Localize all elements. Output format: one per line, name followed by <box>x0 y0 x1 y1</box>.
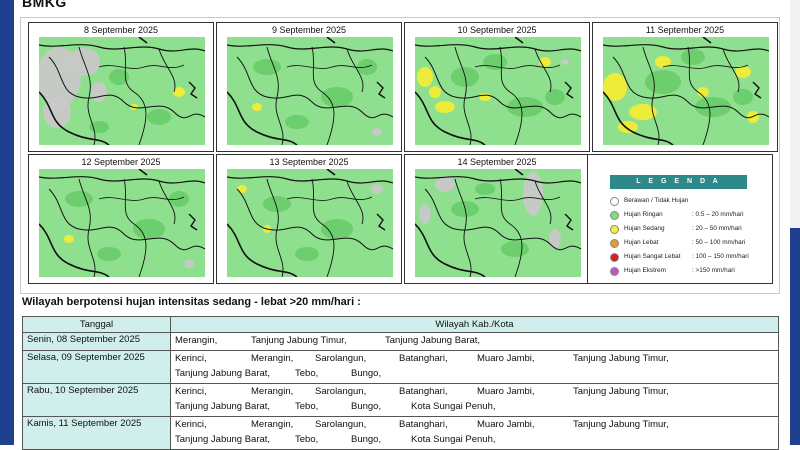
row-date: Senin, 08 September 2025 <box>22 332 171 351</box>
region-name: Sarolangun, <box>315 419 367 430</box>
row-date: Kamis, 11 September 2025 <box>22 416 171 450</box>
region-name: Kota Sungai Penuh, <box>411 401 496 412</box>
region-line: Tanjung Jabung Barat, Tebo, Bungo, Kota Sun… <box>175 433 774 448</box>
map-date-label: 9 September 2025 <box>271 25 347 35</box>
rainfall-map <box>415 169 581 277</box>
legend-range: : >150 mm/hari <box>692 267 735 274</box>
brand-label: BMKG <box>22 0 67 10</box>
legend-label: Hujan Lebat <box>624 239 659 246</box>
region-line: Merangin, Tanjung Jabung Timur, Tanjung Ja… <box>175 334 774 349</box>
region-name: Bungo, <box>351 368 382 379</box>
map-date-label: 11 September 2025 <box>645 25 725 35</box>
legend-swatch <box>610 197 619 206</box>
region-name: Merangin, <box>251 353 294 364</box>
region-name: Bungo, <box>351 401 382 412</box>
region-name: Muaro Jambi, <box>477 386 535 397</box>
region-name: Tanjung Jabung Barat, <box>175 368 271 379</box>
region-name: Tanjung Jabung Barat, <box>385 335 481 346</box>
region-name: Kerinci, <box>175 386 207 397</box>
forecast-map-panel: 8 September 2025 <box>28 22 214 152</box>
right-accent-stripe <box>790 228 800 445</box>
row-regions: Kerinci, Merangin, Sarolangun, Batanghari, M… <box>170 416 779 450</box>
legend-label: Berawan / Tidak Hujan <box>624 197 689 204</box>
region-name: Tanjung Jabung Timur, <box>573 353 669 364</box>
legend-swatch <box>610 211 619 220</box>
legend-swatch <box>610 225 619 234</box>
region-name: Batanghari, <box>399 419 448 430</box>
region-name: Muaro Jambi, <box>477 353 535 364</box>
region-name: Tanjung Jabung Timur, <box>251 335 347 346</box>
table-row: Kamis, 11 September 2025 Kerinci, Merangin… <box>22 416 779 450</box>
region-name: Batanghari, <box>399 386 448 397</box>
rainfall-map <box>39 169 205 277</box>
row-regions: Merangin, Tanjung Jabung Timur, Tanjung Ja… <box>170 332 779 351</box>
region-name: Sarolangun, <box>315 353 367 364</box>
region-name: Tanjung Jabung Timur, <box>573 386 669 397</box>
rainfall-map <box>415 37 581 145</box>
region-name: Merangin, <box>251 386 294 397</box>
map-date-label: 13 September 2025 <box>269 157 349 167</box>
row-regions: Kerinci, Merangin, Sarolangun, Batanghari, M… <box>170 350 779 384</box>
region-name: Merangin, <box>175 335 218 346</box>
legend-label: Hujan Ekstrem <box>624 267 666 274</box>
table-row: Rabu, 10 September 2025 Kerinci, Merangin,… <box>22 383 779 417</box>
forecast-map-panel: 12 September 2025 <box>28 154 214 284</box>
rainfall-map <box>39 37 205 145</box>
region-line: Tanjung Jabung Barat, Tebo, Bungo, <box>175 367 774 382</box>
legend-range: : 0.5 – 20 mm/hari <box>692 211 744 218</box>
forecast-map-panel: 9 September 2025 <box>216 22 402 152</box>
region-line: Kerinci, Merangin, Sarolangun, Batanghari, M… <box>175 385 774 400</box>
row-date: Selasa, 09 September 2025 <box>22 350 171 384</box>
column-header-date: Tanggal <box>22 316 171 333</box>
legend-swatch <box>610 267 619 276</box>
region-name: Muaro Jambi, <box>477 419 535 430</box>
legend-range: : 50 – 100 mm/hari <box>692 239 746 246</box>
map-date-label: 8 September 2025 <box>83 25 159 35</box>
region-name: Tanjung Jabung Barat, <box>175 434 271 445</box>
legend-swatch <box>610 253 619 262</box>
legend-range: : 100 – 150 mm/hari <box>692 253 749 260</box>
region-name: Tanjung Jabung Timur, <box>573 419 669 430</box>
forecast-map-panel: 13 September 2025 <box>216 154 402 284</box>
region-name: Batanghari, <box>399 353 448 364</box>
forecast-map-panel: 14 September 2025 <box>404 154 590 284</box>
row-regions: Kerinci, Merangin, Sarolangun, Batanghari, M… <box>170 383 779 417</box>
region-line: Kerinci, Merangin, Sarolangun, Batanghari, M… <box>175 352 774 367</box>
legend-label: Hujan Sangat Lebat <box>624 253 681 260</box>
region-name: Tebo, <box>295 434 319 445</box>
rainfall-map <box>603 37 769 145</box>
forecast-map-panel: 10 September 2025 <box>404 22 590 152</box>
region-line: Tanjung Jabung Barat, Tebo, Bungo, Kota Sun… <box>175 400 774 415</box>
region-line: Kerinci, Merangin, Sarolangun, Batanghari, M… <box>175 418 774 433</box>
section-title: Wilayah berpotensi hujan intensitas seda… <box>22 296 361 308</box>
row-date: Rabu, 10 September 2025 <box>22 383 171 417</box>
left-accent-bar <box>0 0 14 445</box>
map-date-label: 12 September 2025 <box>81 157 161 167</box>
table-row: Selasa, 09 September 2025 Kerinci, Merangi… <box>22 350 779 384</box>
legend-label: Hujan Sedang <box>624 225 665 232</box>
region-name: Kerinci, <box>175 419 207 430</box>
rainfall-map <box>227 37 393 145</box>
legend-range: : 20 – 50 mm/hari <box>692 225 742 232</box>
region-name: Sarolangun, <box>315 386 367 397</box>
region-name: Kota Sungai Penuh, <box>411 434 496 445</box>
table-row: Senin, 08 September 2025 Merangin, Tanjung… <box>22 332 779 351</box>
region-name: Tebo, <box>295 368 319 379</box>
legend-panel: L E G E N D A Berawan / Tidak Hujan Huja… <box>587 154 773 284</box>
legend-title: L E G E N D A <box>610 175 747 189</box>
map-date-label: 10 September 2025 <box>457 25 537 35</box>
right-accent-bar <box>790 0 800 445</box>
legend-swatch <box>610 239 619 248</box>
region-name: Tanjung Jabung Barat, <box>175 401 271 412</box>
region-name: Kerinci, <box>175 353 207 364</box>
region-name: Bungo, <box>351 434 382 445</box>
map-date-label: 14 September 2025 <box>457 157 537 167</box>
rainfall-map <box>227 169 393 277</box>
region-name: Merangin, <box>251 419 294 430</box>
legend-label: Hujan Ringan <box>624 211 663 218</box>
region-name: Tebo, <box>295 401 319 412</box>
forecast-map-panel: 11 September 2025 <box>592 22 778 152</box>
column-header-region: Wilayah Kab./Kota <box>170 316 779 333</box>
region-table: Tanggal Wilayah Kab./Kota Senin, 08 Sept… <box>22 316 779 450</box>
